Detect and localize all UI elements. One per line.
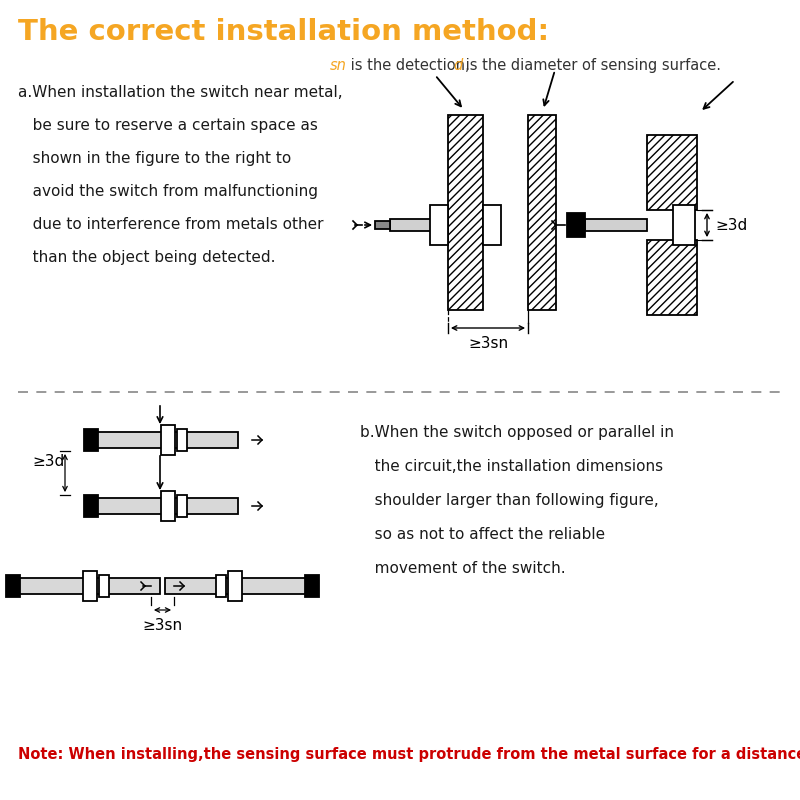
Bar xyxy=(375,221,390,229)
Text: due to interference from metals other: due to interference from metals other xyxy=(18,217,323,232)
Text: the circuit,the installation dimensions: the circuit,the installation dimensions xyxy=(360,459,663,474)
Text: shoulder larger than following figure,: shoulder larger than following figure, xyxy=(360,493,658,508)
Bar xyxy=(161,491,175,521)
Bar xyxy=(98,498,238,514)
Text: avoid the switch from malfunctioning: avoid the switch from malfunctioning xyxy=(18,184,318,199)
Bar xyxy=(228,571,242,601)
Text: shown in the figure to the right to: shown in the figure to the right to xyxy=(18,151,291,166)
Bar xyxy=(99,575,109,597)
Bar xyxy=(216,575,226,597)
Text: than the object being detected.: than the object being detected. xyxy=(18,250,275,265)
Text: ≥3sn: ≥3sn xyxy=(468,336,508,351)
Text: so as not to affect the reliable: so as not to affect the reliable xyxy=(360,527,605,542)
Text: be sure to reserve a certain space as: be sure to reserve a certain space as xyxy=(18,118,318,133)
Text: is the detection,: is the detection, xyxy=(346,58,470,73)
Text: Note: When installing,the sensing surface must protrude from the metal surface f: Note: When installing,the sensing surfac… xyxy=(18,747,800,762)
Bar xyxy=(161,425,175,455)
Bar xyxy=(177,495,187,517)
Bar xyxy=(390,219,448,231)
Bar xyxy=(20,578,160,594)
Bar xyxy=(83,571,97,601)
Text: sn: sn xyxy=(330,58,347,73)
Bar xyxy=(84,495,98,517)
Bar xyxy=(98,432,238,448)
Bar xyxy=(305,575,319,597)
Text: movement of the switch.: movement of the switch. xyxy=(360,561,566,576)
Text: ≥3sn: ≥3sn xyxy=(142,618,182,633)
Text: d: d xyxy=(453,58,462,73)
Bar xyxy=(448,115,483,310)
Text: ≥3d: ≥3d xyxy=(715,218,747,233)
Bar xyxy=(84,429,98,451)
Text: a.When installation the switch near metal,: a.When installation the switch near meta… xyxy=(18,85,342,100)
Text: is the diameter of sensing surface.: is the diameter of sensing surface. xyxy=(461,58,721,73)
Bar xyxy=(585,219,647,231)
Bar xyxy=(177,429,187,451)
Bar xyxy=(528,115,556,310)
Bar xyxy=(567,213,585,237)
Bar xyxy=(6,575,20,597)
Text: The correct installation method:: The correct installation method: xyxy=(18,18,549,46)
Bar xyxy=(165,578,305,594)
Bar xyxy=(483,205,501,245)
Bar xyxy=(647,135,697,210)
Text: b.When the switch opposed or parallel in: b.When the switch opposed or parallel in xyxy=(360,425,674,440)
Bar xyxy=(647,240,697,315)
Bar xyxy=(673,205,695,245)
Bar xyxy=(430,205,448,245)
Text: ≥3d: ≥3d xyxy=(32,454,64,470)
